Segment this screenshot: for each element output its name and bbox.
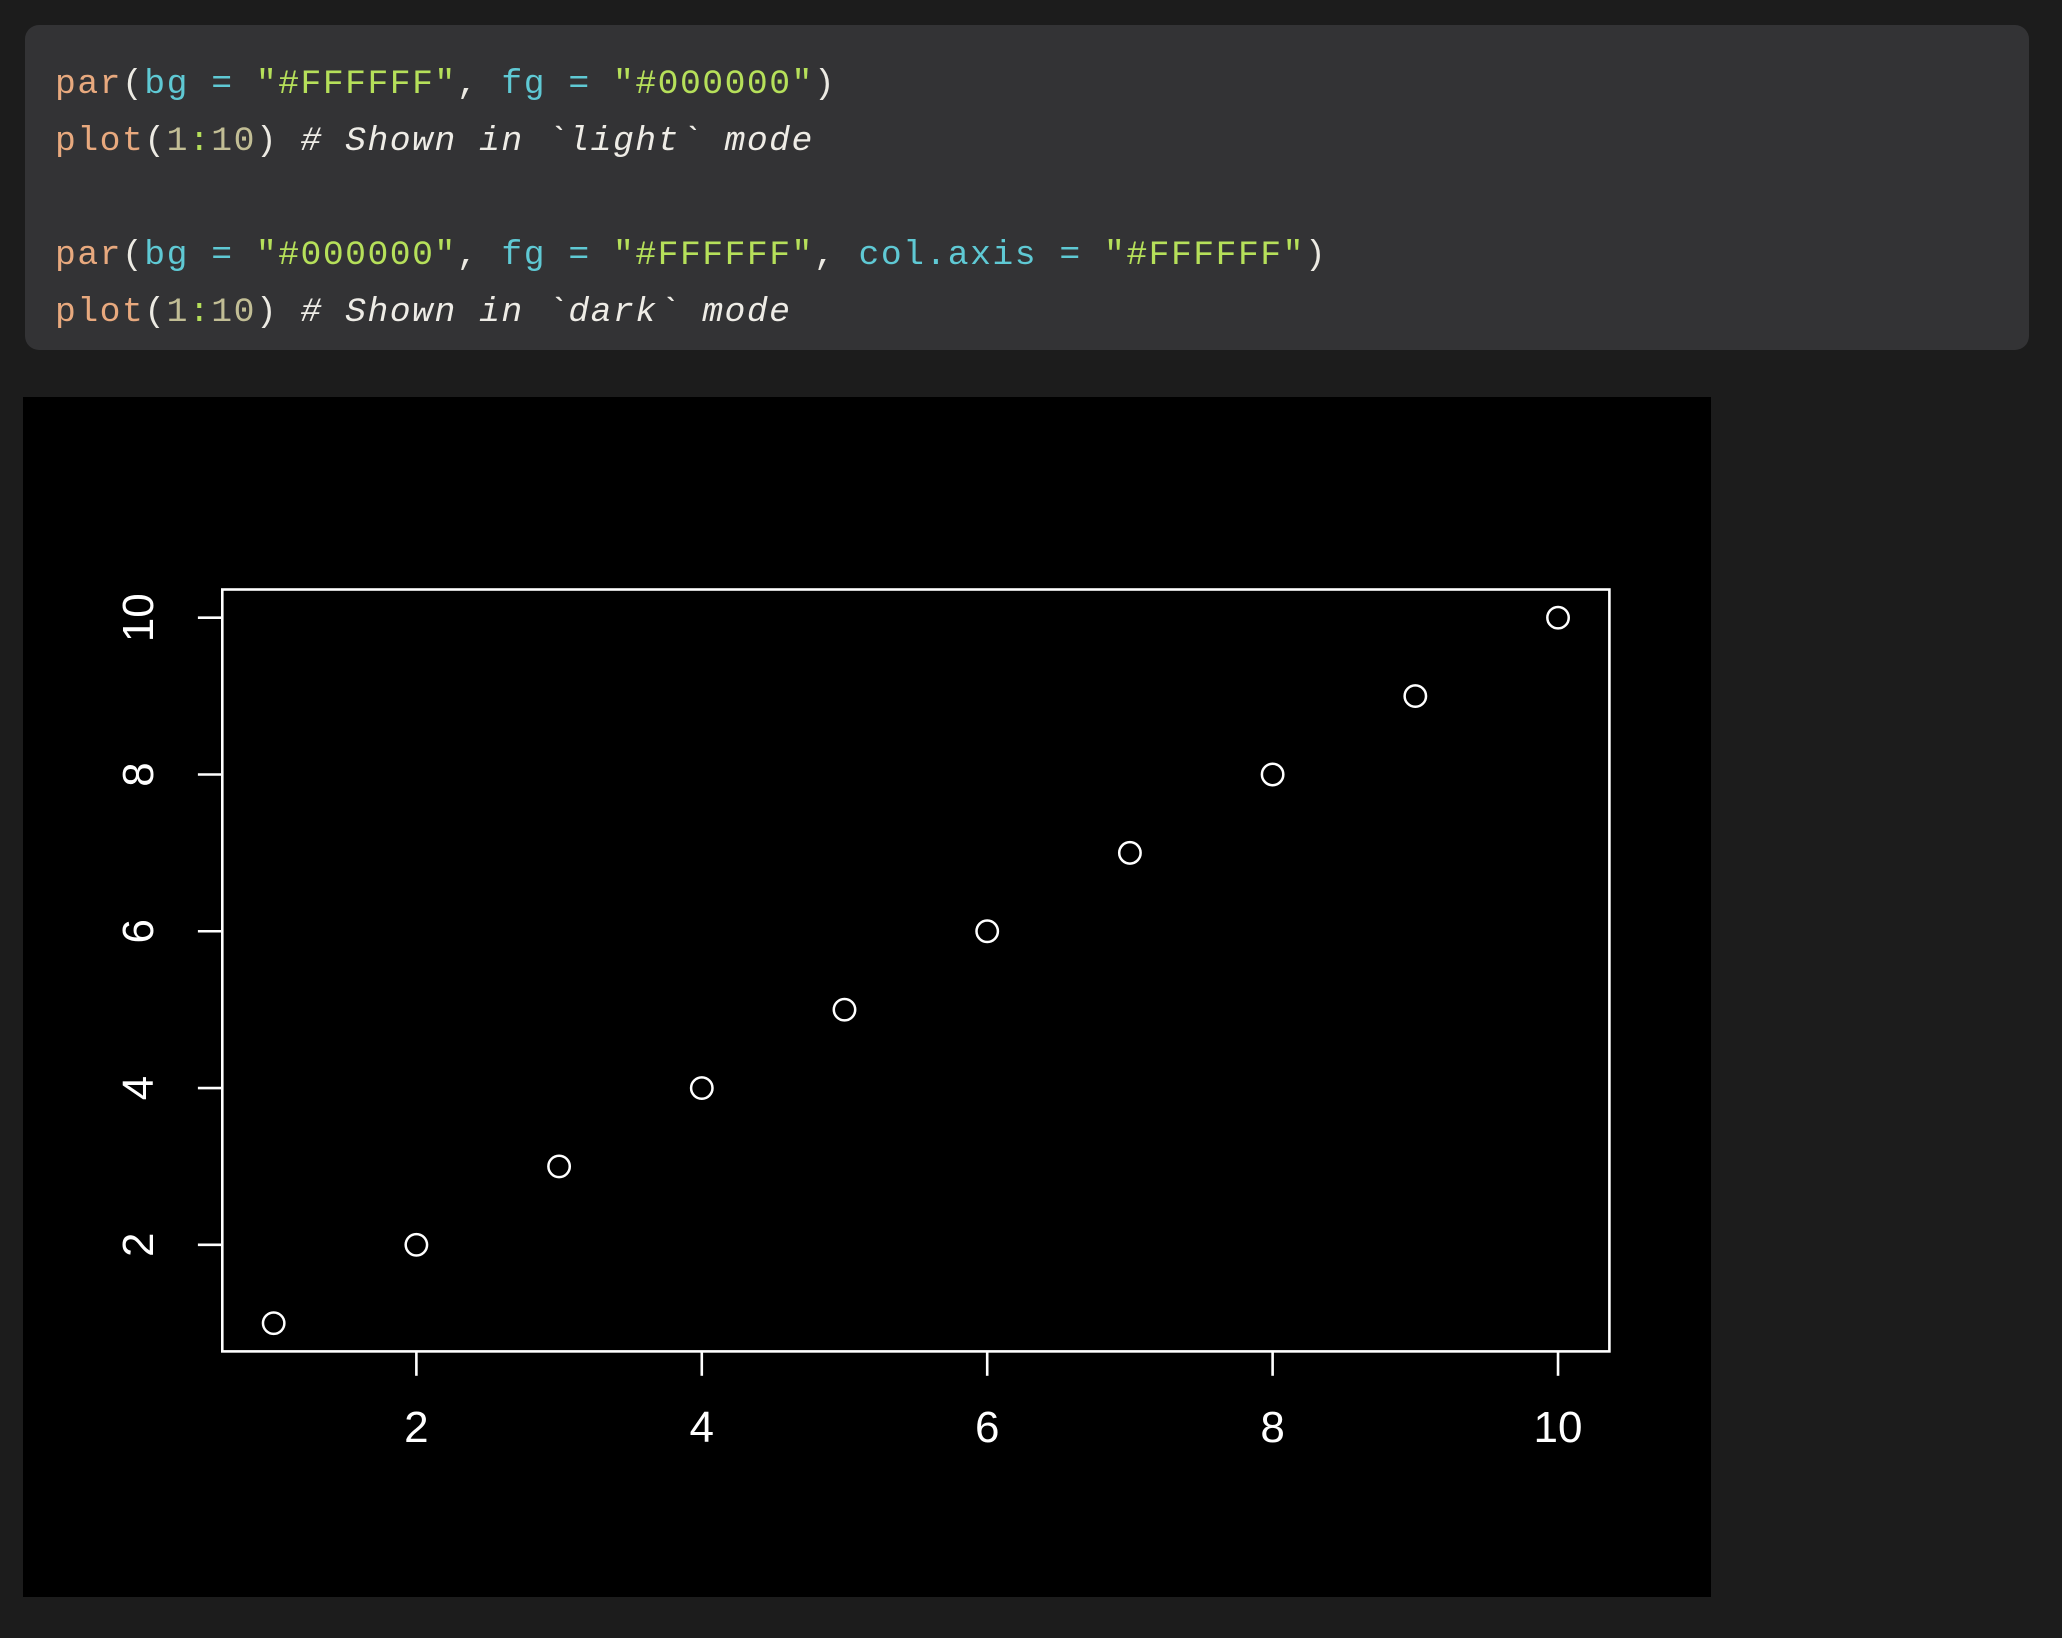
svg-text:6: 6 <box>114 919 163 943</box>
svg-text:10: 10 <box>114 593 163 642</box>
svg-text:2: 2 <box>114 1233 163 1257</box>
svg-text:10: 10 <box>1534 1403 1583 1452</box>
svg-text:4: 4 <box>114 1076 163 1100</box>
svg-text:8: 8 <box>1260 1403 1284 1452</box>
svg-text:6: 6 <box>975 1403 999 1452</box>
svg-text:2: 2 <box>404 1403 428 1452</box>
svg-text:8: 8 <box>114 762 163 786</box>
svg-text:4: 4 <box>690 1403 714 1452</box>
